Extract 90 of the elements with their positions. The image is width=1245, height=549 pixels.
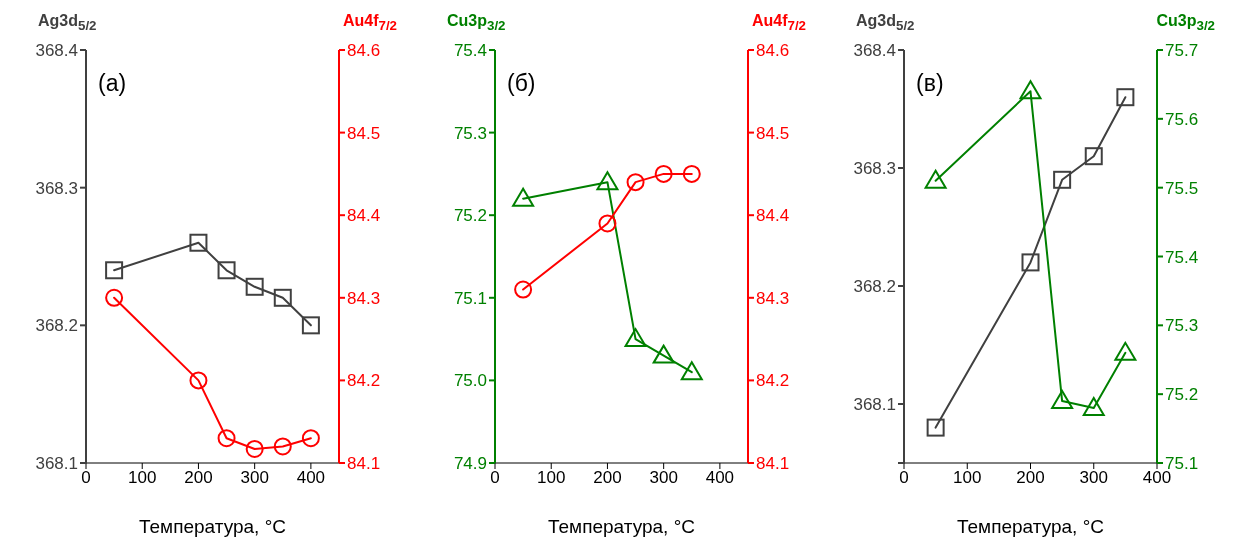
x-tick-label: 0 (81, 468, 91, 488)
y-tick-label: 368.2 (35, 316, 78, 336)
point (514, 280, 533, 299)
point (624, 328, 647, 348)
annotation: (а) (98, 70, 127, 97)
point (105, 261, 124, 280)
point (189, 371, 208, 390)
y2-tick-label: 84.1 (756, 454, 790, 474)
point (301, 316, 320, 335)
y2-tick-label: 84.1 (347, 454, 381, 474)
y2-tick-label: 84.4 (756, 206, 790, 226)
x-tick-label: 200 (1016, 468, 1045, 488)
x-tick-label: 0 (899, 468, 909, 488)
point (301, 429, 320, 448)
point (1116, 88, 1135, 107)
y2-axis-title: Au4f$_{7/2}$ (751, 12, 806, 34)
y-axis-title: Cu3p$_{3/2}$ (447, 12, 506, 34)
y-axis-title: Ag3d$_{5/2}$ (38, 12, 97, 34)
y-tick-label: 368.1 (853, 395, 896, 415)
y2-axis-title: Au4f$_{7/2}$ (342, 12, 397, 34)
y2-tick-label: 84.6 (756, 41, 790, 61)
point (626, 173, 645, 192)
point (105, 288, 124, 307)
y2-tick-label: 75.5 (1165, 178, 1199, 198)
y-tick-label: 368.3 (35, 178, 78, 198)
point (1051, 390, 1074, 410)
point (654, 164, 673, 183)
annotation: (в) (916, 70, 944, 97)
point (273, 437, 292, 456)
x-tick-label: 400 (296, 468, 326, 488)
point (189, 233, 208, 252)
y2-tick-label: 75.2 (1165, 385, 1199, 405)
y-tick-label: 368.2 (853, 277, 896, 297)
y2-tick-label: 84.6 (347, 41, 381, 61)
y2-tick-label: 75.3 (1165, 316, 1199, 336)
y2-tick-label: 84.5 (756, 123, 790, 143)
point (598, 214, 617, 233)
x-tick-label: 300 (1079, 468, 1108, 488)
point (1114, 341, 1137, 361)
x-tick-label: 400 (705, 468, 735, 488)
y-tick-label: 368.3 (853, 159, 896, 179)
y2-axis-title: Cu3p$_{3/2}$ (1156, 12, 1215, 34)
point (245, 439, 264, 458)
x-tick-label: 200 (593, 468, 622, 488)
point (652, 344, 675, 364)
y-tick-label: 75.1 (453, 288, 487, 308)
point (1084, 147, 1103, 166)
y2-tick-label: 75.7 (1165, 41, 1199, 61)
y-tick-label: 74.9 (453, 454, 487, 474)
x-tick-label: 300 (240, 468, 269, 488)
point (273, 288, 292, 307)
point (926, 418, 945, 437)
x-tick-label: 100 (953, 468, 982, 488)
y-tick-label: 75.0 (453, 371, 487, 391)
y2-tick-label: 75.6 (1165, 109, 1199, 129)
point (217, 261, 236, 280)
annotation: (б) (507, 70, 536, 97)
point (217, 429, 236, 448)
point (924, 169, 947, 189)
y2-tick-label: 84.2 (347, 371, 381, 391)
y2-tick-label: 84.3 (756, 288, 790, 308)
y-tick-label: 368.1 (35, 454, 78, 474)
x-tick-label: 100 (128, 468, 157, 488)
y-tick-label: 368.4 (853, 41, 896, 61)
y2-tick-label: 84.3 (347, 288, 381, 308)
point (1019, 80, 1042, 100)
y-tick-label: 75.3 (453, 123, 487, 143)
point (680, 361, 703, 381)
x-axis-title: Температура, °C (957, 516, 1104, 537)
point (682, 164, 701, 183)
point (245, 277, 264, 296)
x-tick-label: 100 (537, 468, 566, 488)
x-tick-label: 200 (184, 468, 213, 488)
point (1082, 396, 1105, 416)
x-tick-label: 300 (649, 468, 678, 488)
point (1053, 170, 1072, 189)
y-tick-label: 75.2 (453, 206, 487, 226)
point (1021, 253, 1040, 272)
y-axis-title: Ag3d$_{5/2}$ (856, 12, 915, 34)
x-axis-title: Температура, °C (548, 516, 695, 537)
point (596, 171, 619, 191)
x-tick-label: 0 (490, 468, 500, 488)
y-tick-label: 75.4 (453, 41, 487, 61)
x-axis-title: Температура, °C (139, 516, 286, 537)
point (512, 187, 535, 207)
y2-tick-label: 84.4 (347, 206, 381, 226)
y2-tick-label: 84.5 (347, 123, 381, 143)
y2-tick-label: 75.4 (1165, 247, 1199, 267)
y2-tick-label: 84.2 (756, 371, 790, 391)
y-tick-label: 368.4 (35, 41, 78, 61)
